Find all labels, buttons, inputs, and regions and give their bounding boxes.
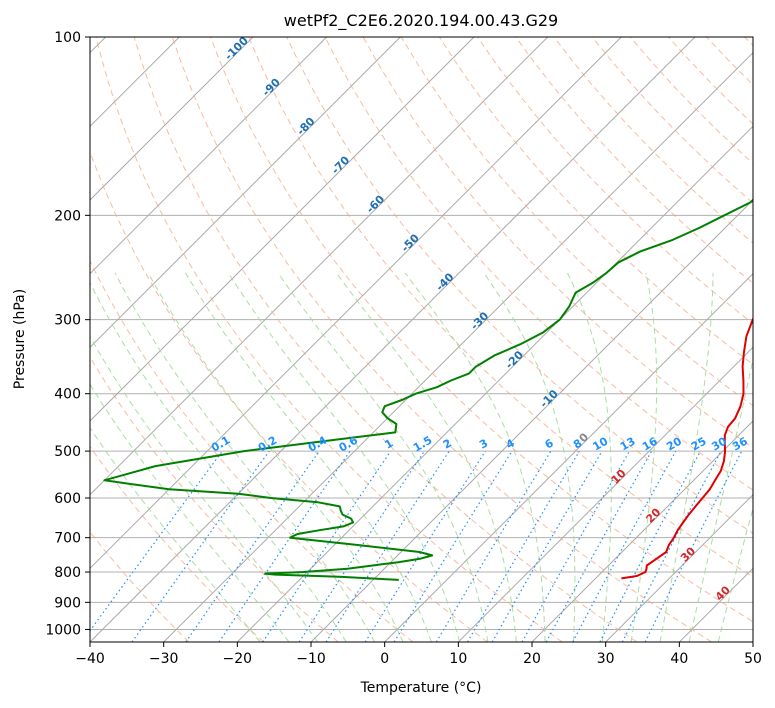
y-tick-label: 500 xyxy=(54,444,81,460)
moist-adiabat xyxy=(90,383,290,642)
moist-adiabat xyxy=(90,426,261,642)
moist-adiabat xyxy=(630,272,658,642)
y-tick-label: 100 xyxy=(54,30,81,46)
isotherm-line xyxy=(90,37,254,201)
dewpoint-profile xyxy=(103,198,753,581)
plot-frame xyxy=(89,36,754,643)
x-tick-label: −10 xyxy=(296,651,326,667)
x-tick-label: 10 xyxy=(449,651,467,667)
dry-adiabat xyxy=(90,259,414,642)
isotherm-line xyxy=(90,37,401,349)
plot-background xyxy=(90,37,753,642)
dry-adiabat xyxy=(248,37,753,578)
dry-adiabat xyxy=(95,37,563,642)
x-tick-label: 30 xyxy=(597,651,615,667)
x-axis-title: Temperature (°C) xyxy=(360,680,482,696)
y-tick-label: 700 xyxy=(54,531,81,547)
moist-adiabat xyxy=(404,272,546,642)
moist-adiabat xyxy=(147,272,404,642)
mixing-ratio-line xyxy=(185,450,320,642)
moist-adiabat xyxy=(90,335,319,642)
y-axis-title: Pressure (hPa) xyxy=(12,289,28,389)
moist-adiabat xyxy=(277,272,489,642)
moist-adiabat xyxy=(688,356,753,642)
y-tick-label: 1000 xyxy=(45,622,81,638)
x-tick-label: −20 xyxy=(223,651,253,667)
mixing-ratio-line xyxy=(466,450,580,642)
x-tick-label: −40 xyxy=(75,651,105,667)
axes: −40 −30 −20 −10 0 10 20 30 40 50 100 200 300 400 500 60… xyxy=(45,30,762,667)
y-tick-label: 300 xyxy=(54,313,81,329)
mixing-ratio-line xyxy=(435,450,552,642)
y-tick-label: 200 xyxy=(54,208,81,224)
isotherm-line xyxy=(90,37,475,422)
dry-adiabat xyxy=(324,37,753,491)
mixing-ratio-line xyxy=(262,450,392,642)
isotherm-line xyxy=(90,37,328,275)
isotherm-line xyxy=(752,641,753,642)
isotherm-line xyxy=(531,420,753,642)
mixing-ratio-line xyxy=(572,450,677,642)
dry-adiabat xyxy=(90,445,264,642)
moist-adiabat xyxy=(659,272,714,642)
moist-adiabat xyxy=(114,272,376,642)
isotherm-line xyxy=(236,125,753,642)
mixing-ratio-line xyxy=(491,450,603,642)
profile-lines xyxy=(103,198,753,581)
dry-adiabat xyxy=(210,37,753,623)
isotherm-line xyxy=(384,272,753,642)
y-tick-label: 400 xyxy=(54,387,81,403)
isotherm-line xyxy=(90,37,549,496)
moist-adiabat xyxy=(483,272,576,642)
mixing-ratio-line xyxy=(599,450,702,642)
mixing-ratio-line xyxy=(644,450,743,642)
isotherm-line xyxy=(457,346,753,642)
y-tick-label: 800 xyxy=(54,565,81,581)
chart-title: wetPf2_C2E6.2020.194.00.43.G29 xyxy=(284,11,558,31)
x-tick-label: 0 xyxy=(380,651,389,667)
moist-adiabat xyxy=(227,272,461,642)
mixing-ratio-line xyxy=(325,450,450,642)
temperature-profile xyxy=(621,316,753,580)
mixing-ratio-line xyxy=(131,450,270,642)
mixing-ratio-line xyxy=(521,450,631,642)
mixing-ratio-line xyxy=(545,450,653,642)
x-tick-label: 50 xyxy=(744,651,762,667)
mixing-ratio-line xyxy=(298,450,425,642)
isotherm-line xyxy=(163,51,753,642)
isotherm-line xyxy=(90,37,696,642)
y-tick-label: 900 xyxy=(54,595,81,611)
dry-adiabat xyxy=(515,37,753,284)
mixing-ratio-line xyxy=(621,450,722,642)
dry-adiabat xyxy=(286,37,753,534)
dry-adiabat xyxy=(171,37,712,642)
mixing-ratio-line xyxy=(90,450,223,632)
background-lines xyxy=(90,37,753,642)
y-tick-label: 600 xyxy=(54,491,81,507)
moist-adiabat xyxy=(184,272,432,642)
moist-adiabat xyxy=(90,281,347,642)
dry-adiabat xyxy=(133,37,638,642)
x-tick-label: 20 xyxy=(523,651,541,667)
x-tick-label: 40 xyxy=(670,651,688,667)
x-tick-label: −30 xyxy=(149,651,179,667)
moist-adiabat xyxy=(566,272,612,642)
isotherm-line xyxy=(90,37,622,570)
isotherm-line xyxy=(605,493,753,642)
